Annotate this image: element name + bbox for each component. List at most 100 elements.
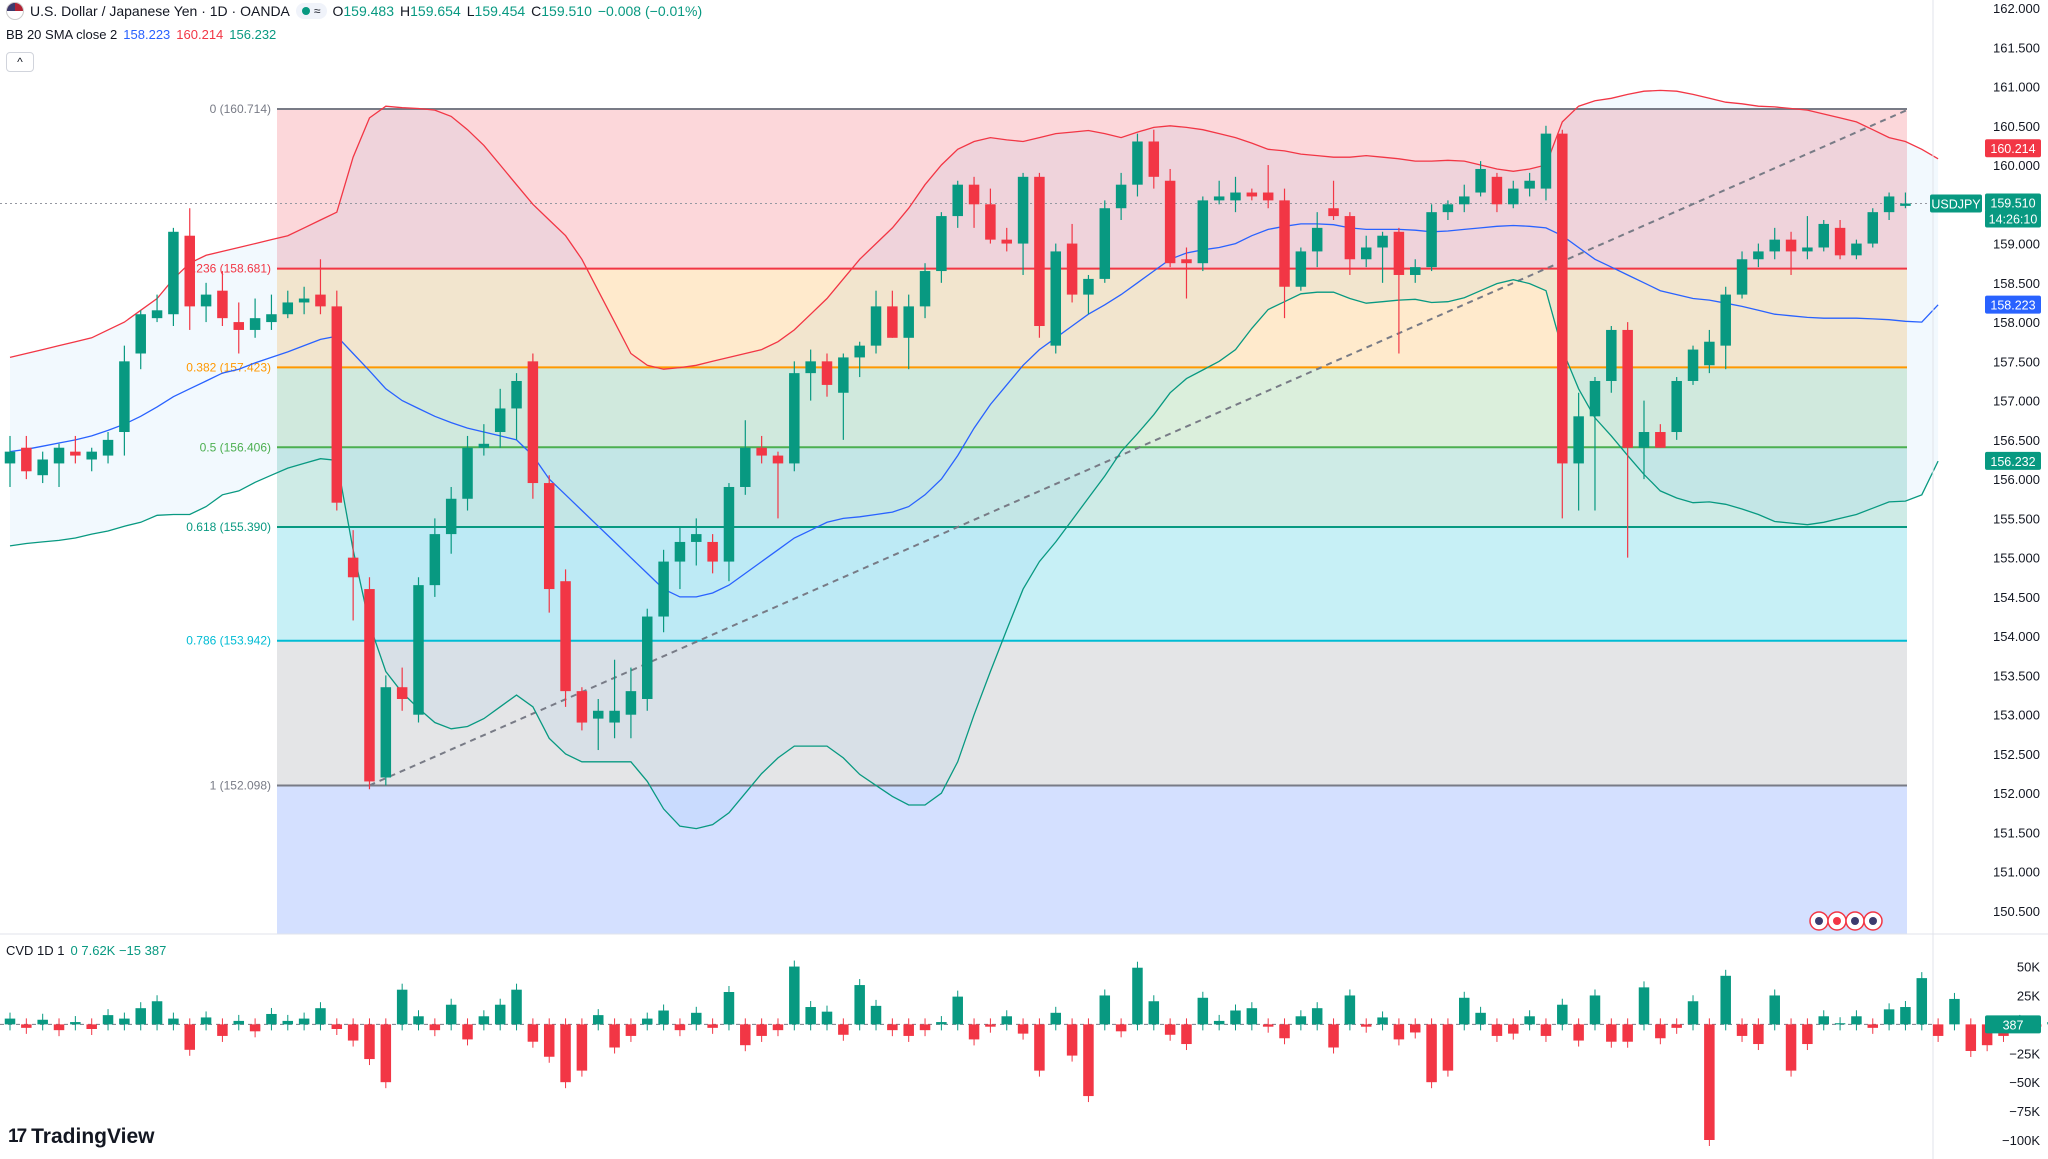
bb-legend[interactable]: BB 20 SMA close 2 158.223 160.214 156.23… bbox=[6, 27, 276, 42]
cvd-bar bbox=[1687, 1001, 1699, 1025]
cvd-bar bbox=[217, 1024, 228, 1036]
tradingview-logo[interactable]: 17 TradingView bbox=[8, 1125, 154, 1149]
cvd-bar bbox=[691, 1012, 702, 1025]
candle-body bbox=[1017, 176, 1029, 244]
candle-body bbox=[854, 345, 865, 358]
cvd-bar bbox=[298, 1018, 310, 1025]
cvd-bar bbox=[1132, 967, 1143, 1025]
cvd-bar bbox=[1246, 1008, 1258, 1025]
bb-legend-name: BB 20 SMA close 2 bbox=[6, 27, 118, 42]
fib-level-label: 1 (152.098) bbox=[210, 779, 271, 793]
cvd-bar bbox=[1589, 995, 1601, 1025]
candle-body bbox=[347, 557, 359, 578]
candle-body bbox=[1687, 349, 1699, 381]
candle-body bbox=[1655, 432, 1666, 448]
cvd-bar bbox=[168, 1018, 179, 1025]
cvd-bar bbox=[1197, 997, 1209, 1025]
cvd-bar bbox=[1622, 1024, 1633, 1042]
cvd-bar bbox=[1001, 1016, 1012, 1025]
approx-icon: ≈ bbox=[313, 4, 321, 18]
candle-body bbox=[1638, 432, 1650, 448]
bb-lower-price-label: 156.232 bbox=[1990, 455, 2035, 469]
cvd-bar bbox=[1279, 1024, 1290, 1039]
candle-body bbox=[1720, 294, 1731, 346]
bb-lower-line bbox=[9, 279, 1939, 830]
cvd-bar bbox=[53, 1024, 65, 1031]
cvd-bar bbox=[1785, 1024, 1797, 1071]
cvd-legend-values: 0 7.62K −15 387 bbox=[70, 943, 167, 958]
candle-body bbox=[1393, 231, 1405, 275]
cvd-bar bbox=[887, 1024, 898, 1031]
cvd-axis-tick: −25K bbox=[2009, 1046, 2040, 1061]
candle-body bbox=[86, 451, 97, 460]
cvd-axis-tick: −50K bbox=[2009, 1075, 2040, 1090]
us-flag-icon bbox=[6, 2, 24, 20]
cvd-bar bbox=[1491, 1024, 1503, 1036]
cvd-bar bbox=[1066, 1024, 1078, 1056]
cvd-bar bbox=[543, 1024, 555, 1057]
candle-body bbox=[789, 373, 800, 464]
cvd-bar bbox=[1083, 1024, 1094, 1097]
candle-body bbox=[1181, 259, 1192, 264]
price-axis-tick: 154.500 bbox=[1993, 590, 2040, 605]
cvd-bar bbox=[985, 1024, 996, 1027]
candle-body bbox=[4, 451, 16, 464]
bb-basis-price-label-box bbox=[1985, 295, 2041, 314]
cvd-bar bbox=[576, 1024, 588, 1071]
cvd-bar bbox=[1932, 1024, 1944, 1036]
tradingview-mark-icon: 17 bbox=[8, 1126, 27, 1147]
cvd-bar bbox=[1524, 1016, 1535, 1025]
candle-body bbox=[1704, 341, 1715, 366]
candle-body bbox=[707, 541, 718, 562]
cvd-bar bbox=[4, 1018, 16, 1025]
cvd-bar bbox=[445, 1004, 457, 1025]
candle-body bbox=[1753, 251, 1764, 260]
cvd-bar bbox=[494, 1004, 506, 1025]
candle-body bbox=[1785, 239, 1797, 252]
candle-body bbox=[249, 318, 261, 330]
cvd-axis-tick: 25K bbox=[2017, 988, 2040, 1003]
candle-body bbox=[1540, 133, 1552, 189]
cvd-bar bbox=[1328, 1024, 1339, 1048]
market-status-pill[interactable]: ≈ bbox=[295, 3, 327, 19]
collapse-legend-button[interactable]: ^ bbox=[6, 52, 34, 72]
cvd-bar bbox=[870, 1005, 882, 1025]
cvd-bar bbox=[1736, 1024, 1748, 1036]
cvd-bar bbox=[952, 996, 963, 1025]
cvd-bar bbox=[740, 1024, 751, 1046]
cvd-bar bbox=[1883, 1009, 1895, 1025]
candle-body bbox=[298, 298, 310, 303]
symbol-price-label-box bbox=[1930, 194, 1982, 213]
cvd-bar bbox=[1475, 1012, 1486, 1025]
cvd-last-label-box bbox=[1985, 1015, 2041, 1034]
candle-body bbox=[315, 294, 326, 307]
candle-body bbox=[543, 483, 555, 590]
candle-body bbox=[102, 439, 114, 456]
cvd-bar bbox=[1981, 1024, 1993, 1046]
candle-body bbox=[1328, 208, 1339, 217]
cvd-bar bbox=[1867, 1024, 1879, 1028]
candle-body bbox=[478, 443, 490, 448]
cvd-bar bbox=[609, 1024, 620, 1048]
candle-body bbox=[1099, 208, 1111, 279]
cvd-bar bbox=[1720, 975, 1731, 1025]
candle-body bbox=[1360, 247, 1372, 260]
candle-body bbox=[1867, 212, 1879, 244]
symbol-title[interactable]: U.S. Dollar / Japanese Yen · 1D · OANDA bbox=[30, 3, 290, 19]
event-flag-dot-icon bbox=[1851, 917, 1859, 925]
cvd-bar bbox=[1802, 1024, 1813, 1045]
cvd-bar bbox=[642, 1018, 653, 1025]
cvd-axis-tick: −75K bbox=[2009, 1104, 2040, 1119]
candle-body bbox=[952, 184, 963, 217]
candle-body bbox=[413, 585, 424, 715]
candle-body bbox=[968, 184, 980, 205]
cvd-legend[interactable]: CVD 1D 1 0 7.62K −15 387 bbox=[6, 943, 166, 958]
cvd-bar bbox=[184, 1024, 195, 1050]
cvd-bar bbox=[478, 1016, 490, 1025]
candle-body bbox=[609, 710, 620, 723]
cvd-bar bbox=[1344, 995, 1356, 1025]
cvd-bar bbox=[1115, 1024, 1127, 1032]
countdown-label-box bbox=[1985, 209, 2041, 228]
cvd-bar bbox=[282, 1020, 294, 1025]
